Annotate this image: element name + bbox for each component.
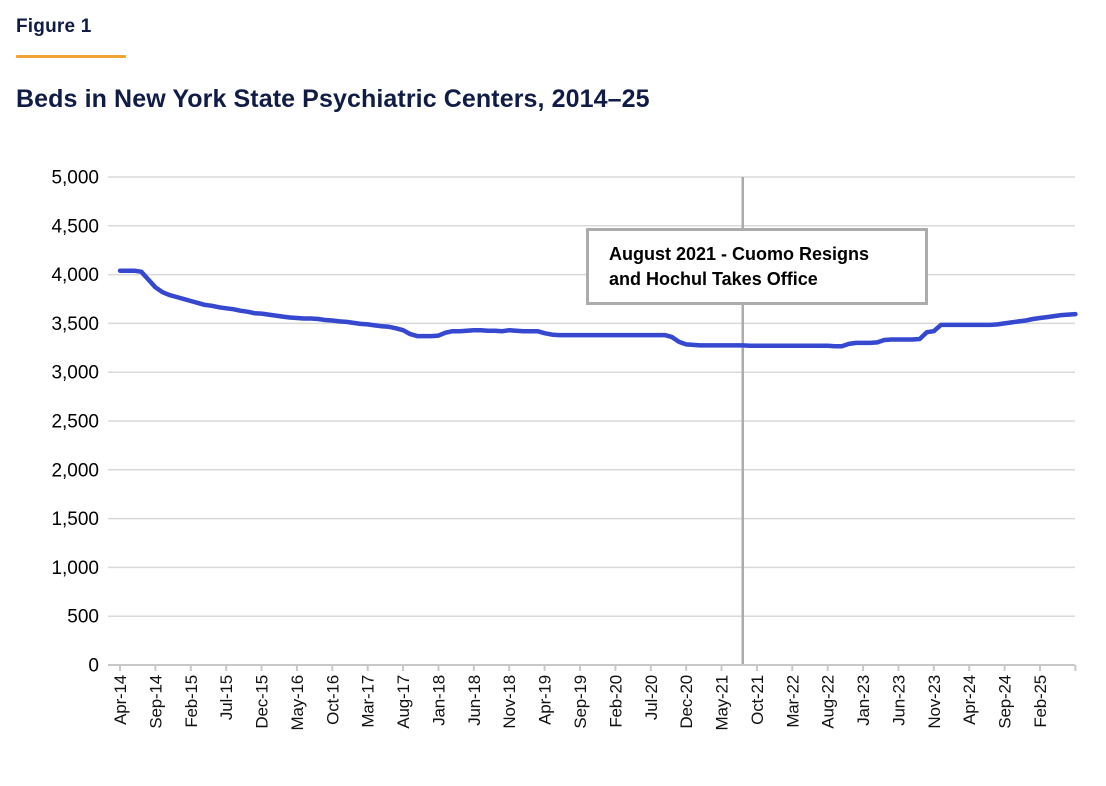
x-tick-label: Jan-18 (429, 675, 448, 726)
y-tick-label: 2,500 (51, 412, 99, 433)
x-tick-label: Aug-22 (819, 675, 838, 729)
annotation-box: August 2021 - Cuomo Resigns and Hochul T… (586, 228, 928, 305)
x-tick-label: Feb-25 (1031, 675, 1050, 728)
y-tick-label: 2,000 (51, 460, 99, 481)
y-tick-label: 500 (67, 607, 99, 628)
x-tick-label: Jul-20 (642, 675, 661, 720)
x-tick-label: Oct-16 (323, 675, 342, 725)
x-tick-label: Feb-20 (606, 675, 625, 728)
x-tick-label: Sep-19 (571, 675, 590, 729)
x-tick-label: Mar-22 (783, 675, 802, 728)
x-tick-label: Jun-18 (465, 675, 484, 726)
x-tick-label: May-16 (288, 675, 307, 731)
y-tick-label: 0 (88, 656, 99, 677)
x-tick-label: Apr-24 (960, 675, 979, 725)
x-tick-label: Jan-23 (854, 675, 873, 726)
y-tick-label: 1,000 (51, 558, 99, 579)
x-tick-label: Nov-18 (500, 675, 519, 729)
y-tick-label: 4,000 (51, 265, 99, 286)
x-tick-label: Dec-15 (253, 675, 272, 729)
y-tick-label: 3,500 (51, 314, 99, 335)
y-tick-label: 1,500 (51, 509, 99, 530)
x-tick-label: May-21 (713, 675, 732, 731)
x-tick-label: Mar-17 (359, 675, 378, 728)
x-tick-label: Sep-14 (146, 675, 165, 729)
x-tick-label: Apr-14 (111, 675, 130, 725)
x-tick-label: Apr-19 (536, 675, 555, 725)
x-tick-label: Jun-23 (889, 675, 908, 726)
x-tick-label: Sep-24 (996, 675, 1015, 729)
annotation-line-2: and Hochul Takes Office (609, 269, 818, 289)
page-title: Beds in New York State Psychiatric Cente… (16, 85, 650, 113)
x-tick-label: Aug-17 (394, 675, 413, 729)
annotation-line-1: August 2021 - Cuomo Resigns (609, 244, 870, 264)
x-tick-label: Nov-23 (925, 675, 944, 729)
y-tick-label: 3,000 (51, 363, 99, 384)
chart-header: Figure 1 Beds in New York State Psychiat… (16, 16, 650, 114)
x-tick-label: Dec-20 (677, 675, 696, 729)
beds-series-line (117, 268, 1078, 349)
x-tick-label: Feb-15 (182, 675, 201, 728)
x-tick-label: Jul-15 (217, 675, 236, 720)
x-tick-label: Oct-21 (748, 675, 767, 725)
figure-label: Figure 1 (16, 16, 92, 37)
y-tick-label: 4,500 (51, 216, 99, 237)
accent-rule (16, 55, 126, 58)
y-tick-label: 5,000 (51, 168, 99, 189)
